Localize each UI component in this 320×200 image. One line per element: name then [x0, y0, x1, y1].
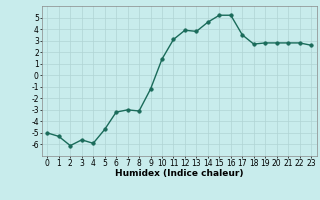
X-axis label: Humidex (Indice chaleur): Humidex (Indice chaleur) [115, 169, 244, 178]
